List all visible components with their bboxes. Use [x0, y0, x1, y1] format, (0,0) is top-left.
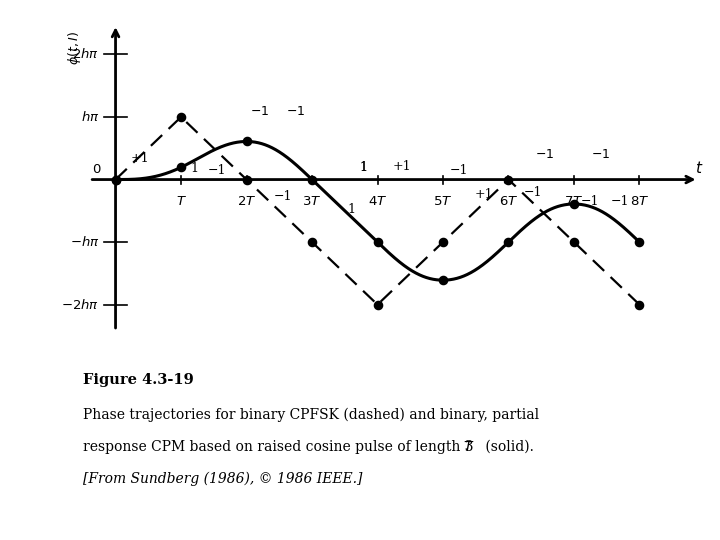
Text: 1: 1	[347, 203, 355, 216]
Text: $8T$: $8T$	[630, 195, 649, 208]
Point	[109, 176, 121, 184]
Text: $t$: $t$	[695, 160, 703, 177]
Point	[109, 176, 121, 184]
Text: $-h\pi$: $-h\pi$	[70, 235, 99, 249]
Text: $T$: $T$	[176, 195, 186, 208]
Text: $0$: $0$	[91, 164, 101, 177]
Text: $T$: $T$	[463, 440, 474, 454]
Point	[634, 300, 645, 309]
Point	[306, 238, 318, 246]
Text: $4T$: $4T$	[368, 195, 387, 208]
Text: −1: −1	[524, 186, 543, 199]
Point	[437, 238, 449, 246]
Text: response CPM based on raised cosine pulse of length 3: response CPM based on raised cosine puls…	[83, 440, 473, 454]
Text: $7T$: $7T$	[564, 195, 584, 208]
Text: $5T$: $5T$	[433, 195, 453, 208]
Text: $-1$: $-1$	[535, 148, 554, 161]
Text: Figure 4.3-19: Figure 4.3-19	[83, 373, 194, 387]
Text: [From Sundberg (1986), © 1986 IEEE.]: [From Sundberg (1986), © 1986 IEEE.]	[83, 471, 362, 486]
Point	[634, 238, 645, 246]
Text: −1: −1	[450, 164, 469, 177]
Text: $6T$: $6T$	[499, 195, 518, 208]
Text: +1: +1	[474, 188, 493, 201]
Text: 1: 1	[190, 162, 198, 175]
Text: 1: 1	[359, 161, 367, 174]
Point	[175, 113, 186, 122]
Point	[175, 163, 186, 172]
Text: −1: −1	[274, 190, 292, 202]
Text: −1: −1	[581, 195, 600, 208]
Point	[503, 176, 514, 184]
Text: $2h\pi$: $2h\pi$	[72, 48, 99, 62]
Point	[568, 200, 580, 208]
Point	[240, 176, 252, 184]
Point	[503, 238, 514, 246]
Point	[372, 238, 383, 246]
Text: −1: −1	[208, 164, 226, 177]
Text: (solid).: (solid).	[481, 440, 534, 454]
Text: $-1$: $-1$	[250, 105, 269, 118]
Text: $h\pi$: $h\pi$	[81, 110, 99, 124]
Text: 1: 1	[359, 161, 367, 174]
Text: $-1$: $-1$	[286, 105, 305, 118]
Text: Phase trajectories for binary CPFSK (dashed) and binary, partial: Phase trajectories for binary CPFSK (das…	[83, 408, 539, 422]
Point	[240, 137, 252, 146]
Text: $2T$: $2T$	[237, 195, 256, 208]
Point	[437, 276, 449, 285]
Text: −1: −1	[611, 195, 629, 208]
Text: $3T$: $3T$	[302, 195, 322, 208]
Point	[372, 300, 383, 309]
Text: $-2h\pi$: $-2h\pi$	[61, 298, 99, 312]
Text: +1: +1	[393, 160, 412, 173]
Text: $-1$: $-1$	[590, 148, 610, 161]
Text: $\phi(t,I)$: $\phi(t,I)$	[66, 31, 84, 65]
Text: +1: +1	[131, 152, 150, 165]
Point	[306, 176, 318, 184]
Point	[568, 238, 580, 246]
